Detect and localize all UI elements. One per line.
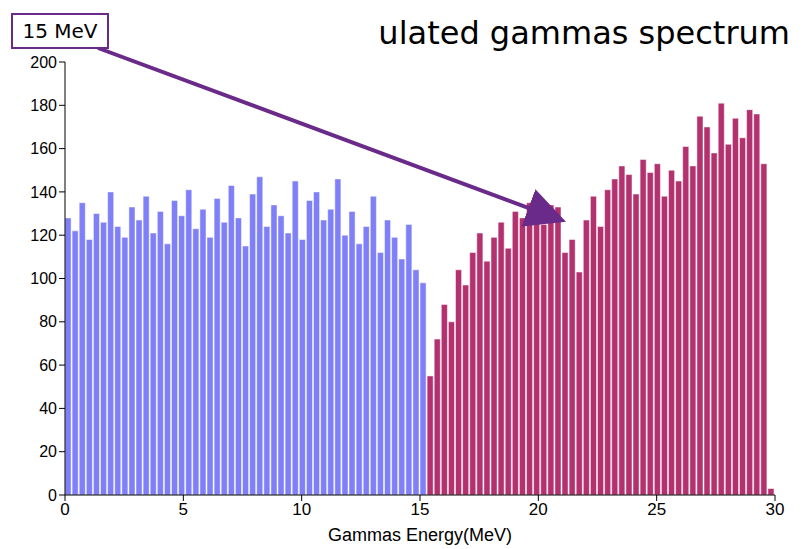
svg-text:20: 20 bbox=[39, 443, 57, 460]
svg-text:80: 80 bbox=[39, 313, 57, 330]
svg-text:200: 200 bbox=[30, 54, 57, 71]
svg-text:160: 160 bbox=[30, 140, 57, 157]
svg-text:60: 60 bbox=[39, 357, 57, 374]
svg-text:100: 100 bbox=[30, 270, 57, 287]
svg-text:120: 120 bbox=[30, 227, 57, 244]
svg-text:10: 10 bbox=[292, 500, 311, 519]
svg-text:20: 20 bbox=[529, 500, 548, 519]
svg-text:Gammas Energy(MeV): Gammas Energy(MeV) bbox=[328, 525, 512, 545]
svg-text:180: 180 bbox=[30, 97, 57, 114]
svg-text:0: 0 bbox=[60, 500, 69, 519]
svg-text:15 MeV: 15 MeV bbox=[22, 19, 97, 43]
svg-text:40: 40 bbox=[39, 400, 57, 417]
svg-text:ulated gammas spectrum: ulated gammas spectrum bbox=[378, 14, 790, 52]
svg-text:0: 0 bbox=[48, 487, 57, 504]
svg-text:15: 15 bbox=[411, 500, 430, 519]
svg-text:25: 25 bbox=[647, 500, 666, 519]
svg-text:30: 30 bbox=[766, 500, 785, 519]
svg-text:5: 5 bbox=[179, 500, 188, 519]
svg-text:140: 140 bbox=[30, 184, 57, 201]
